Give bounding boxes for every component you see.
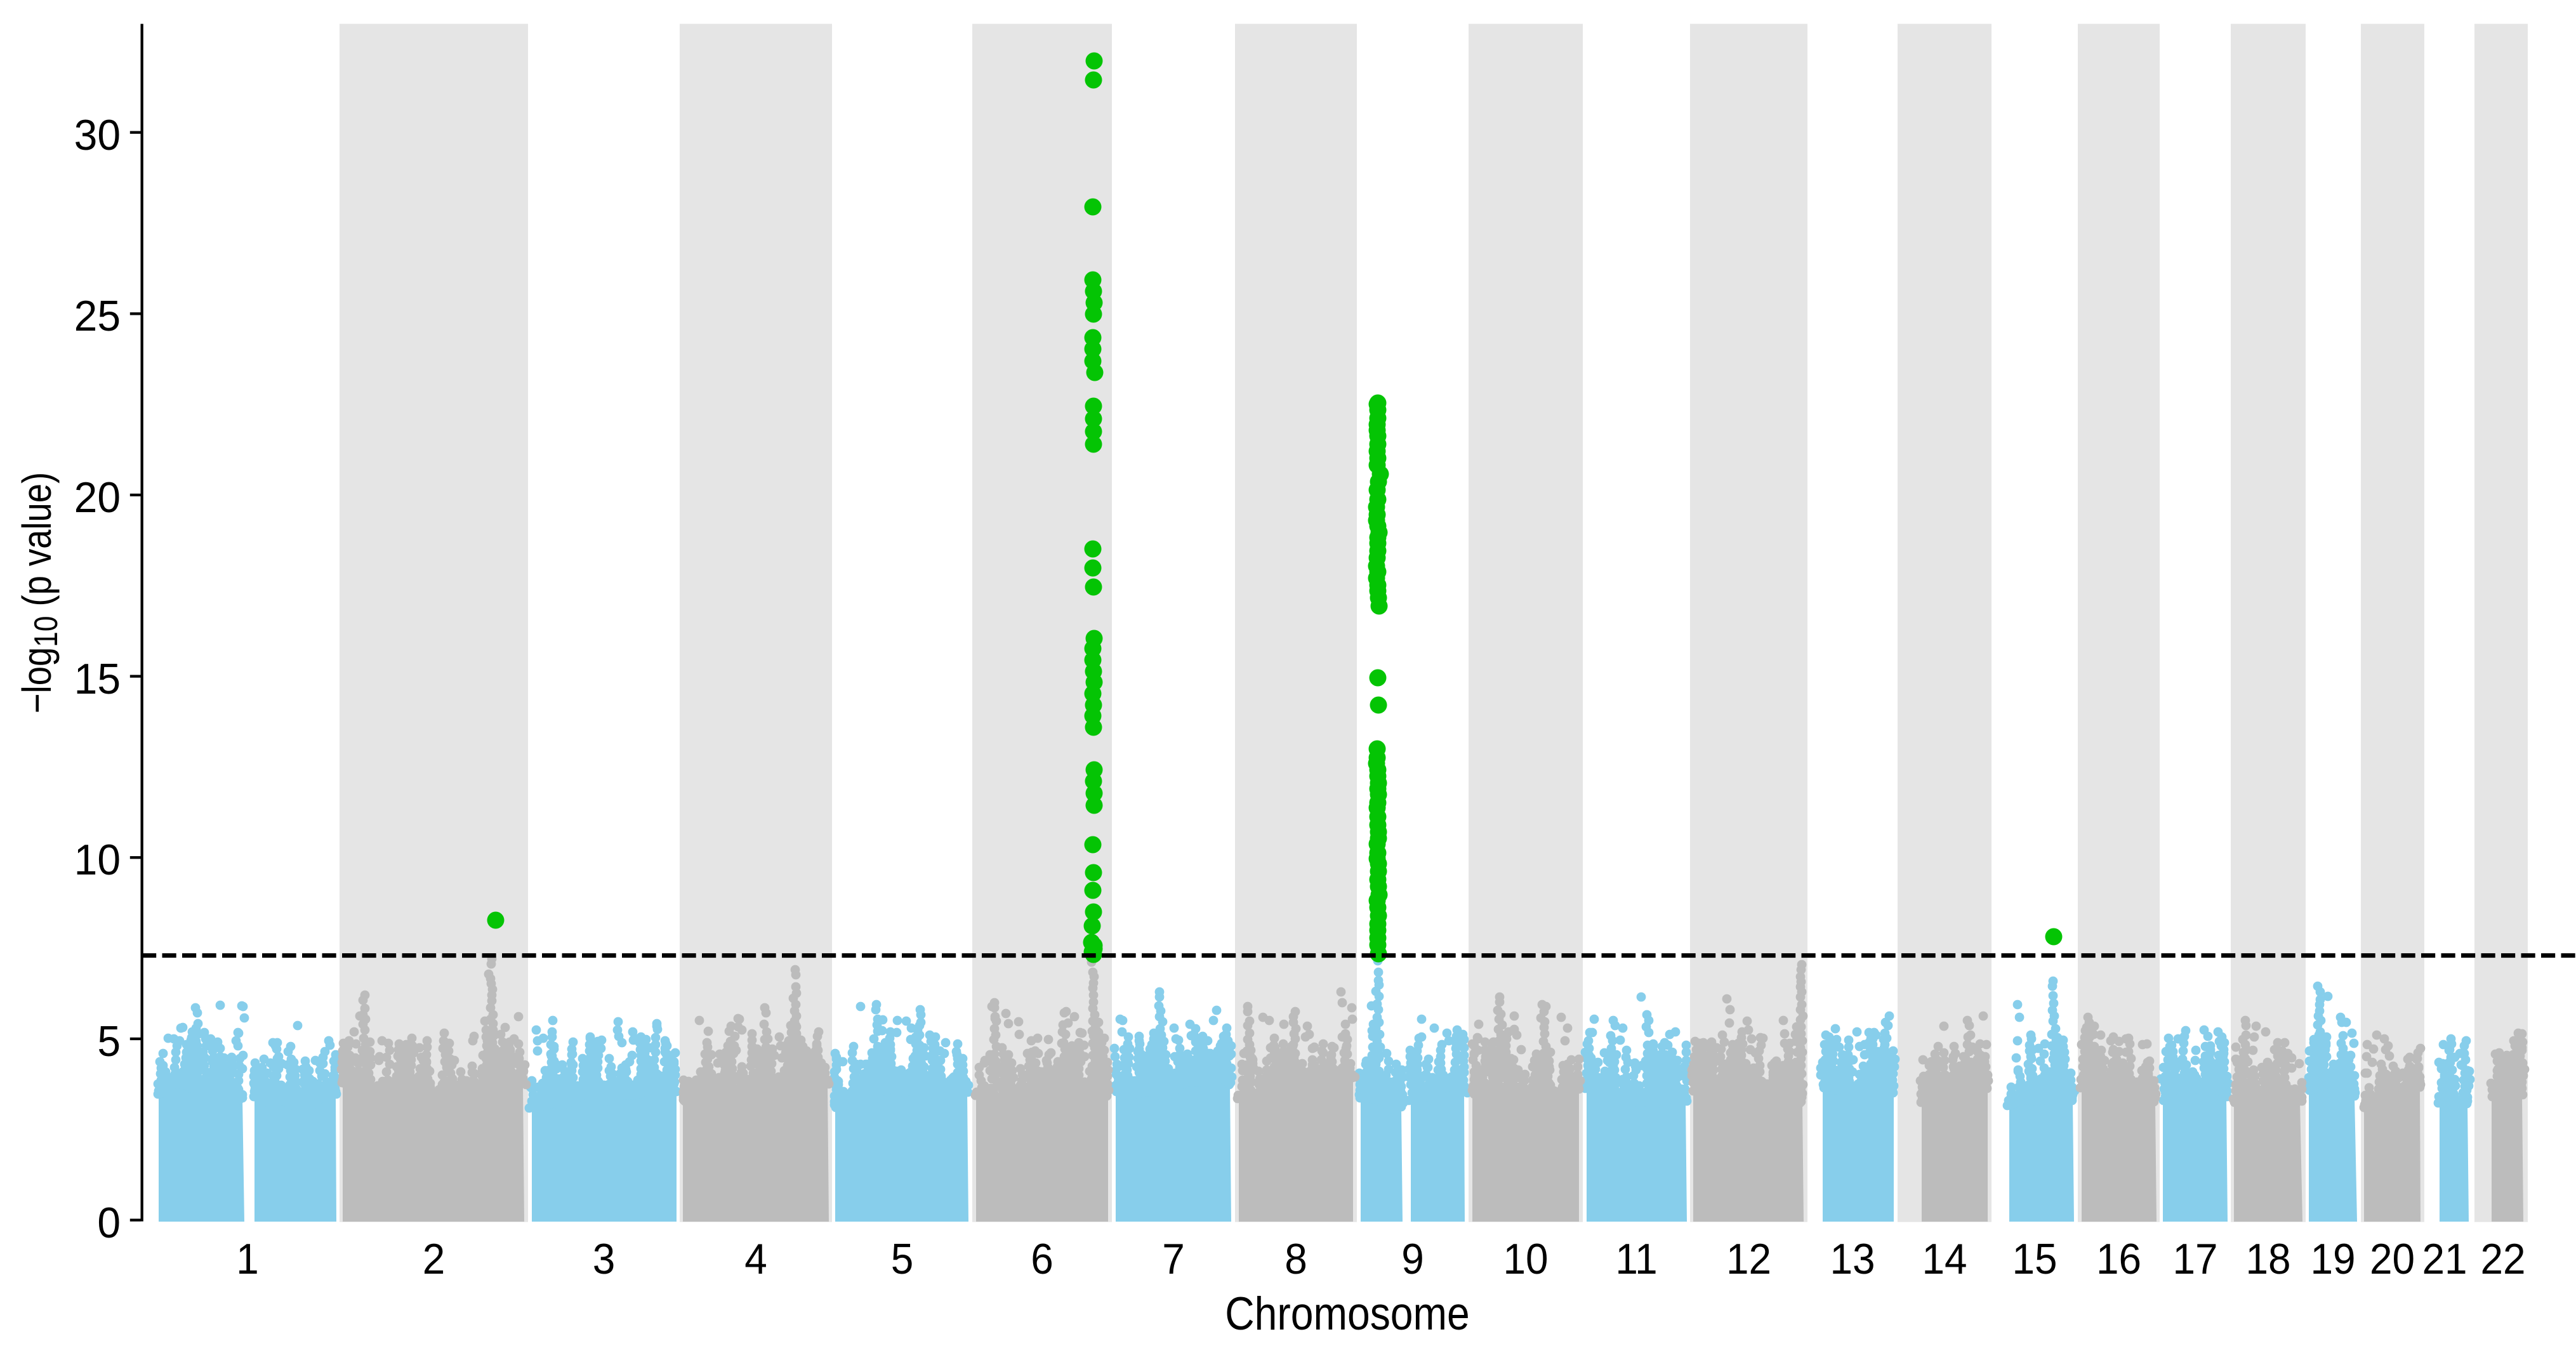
svg-text:21: 21 xyxy=(2422,1234,2467,1283)
svg-text:4: 4 xyxy=(744,1234,767,1283)
svg-text:1: 1 xyxy=(236,1234,259,1283)
svg-text:11: 11 xyxy=(1615,1234,1657,1283)
svg-text:18: 18 xyxy=(2245,1234,2290,1283)
svg-text:8: 8 xyxy=(1285,1234,1307,1283)
svg-text:5: 5 xyxy=(97,1017,121,1066)
svg-text:20: 20 xyxy=(74,473,121,522)
svg-text:16: 16 xyxy=(2096,1234,2141,1283)
svg-text:0: 0 xyxy=(97,1199,121,1247)
svg-text:13: 13 xyxy=(1830,1234,1875,1283)
svg-text:25: 25 xyxy=(74,292,121,340)
svg-text:15: 15 xyxy=(74,655,121,703)
svg-text:7: 7 xyxy=(1162,1234,1185,1283)
svg-text:9: 9 xyxy=(1401,1234,1424,1283)
svg-text:10: 10 xyxy=(1503,1234,1548,1283)
svg-text:2: 2 xyxy=(423,1234,446,1283)
svg-text:5: 5 xyxy=(891,1234,914,1283)
svg-text:6: 6 xyxy=(1031,1234,1054,1283)
svg-text:22: 22 xyxy=(2480,1234,2525,1283)
svg-text:10: 10 xyxy=(74,836,121,884)
svg-text:17: 17 xyxy=(2172,1234,2217,1283)
svg-text:Chromosome: Chromosome xyxy=(1225,1288,1470,1340)
svg-text:15: 15 xyxy=(2012,1234,2057,1283)
svg-text:12: 12 xyxy=(1726,1234,1771,1283)
svg-text:30: 30 xyxy=(74,111,121,159)
svg-text:3: 3 xyxy=(593,1234,616,1283)
svg-text:14: 14 xyxy=(1922,1234,1967,1283)
svg-text:19: 19 xyxy=(2310,1234,2355,1283)
svg-text:20: 20 xyxy=(2370,1234,2415,1283)
svg-text:−log10 (p value): −log10 (p value) xyxy=(14,472,65,713)
